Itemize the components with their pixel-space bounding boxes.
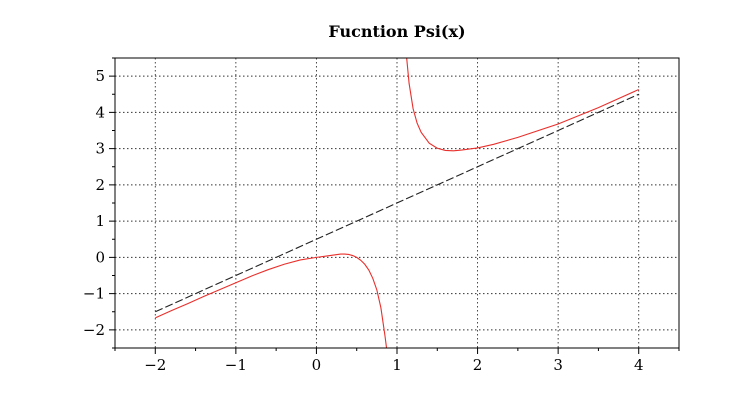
x-tick-label: 3 xyxy=(553,356,563,374)
y-tick-label: 4 xyxy=(95,103,105,121)
y-tick-label: 5 xyxy=(95,67,105,85)
x-tick-label: 1 xyxy=(392,356,402,374)
y-tick-label: −2 xyxy=(83,321,105,339)
y-tick-label: 2 xyxy=(95,176,105,194)
ticks: −2 −1 0 1 2 3 4 −2 −1 0 1 2 3 4 5 xyxy=(83,57,680,374)
x-tick-label: 2 xyxy=(473,356,483,374)
x-tick-label: 0 xyxy=(312,356,322,374)
psi-curve-segment xyxy=(155,253,388,348)
y-tick-label: 3 xyxy=(95,140,105,158)
x-tick-label: −1 xyxy=(225,356,247,374)
x-tick-label: 4 xyxy=(634,356,644,374)
asymptote-line xyxy=(155,93,639,313)
y-tick-label: 1 xyxy=(95,212,105,230)
psi-curve-segment xyxy=(406,58,639,152)
y-tick-label: 0 xyxy=(95,248,105,266)
x-tick-label: −2 xyxy=(144,356,166,374)
series-layer xyxy=(155,58,639,348)
y-tick-label: −1 xyxy=(83,285,105,303)
chart-title: Fucntion Psi(x) xyxy=(328,22,465,41)
